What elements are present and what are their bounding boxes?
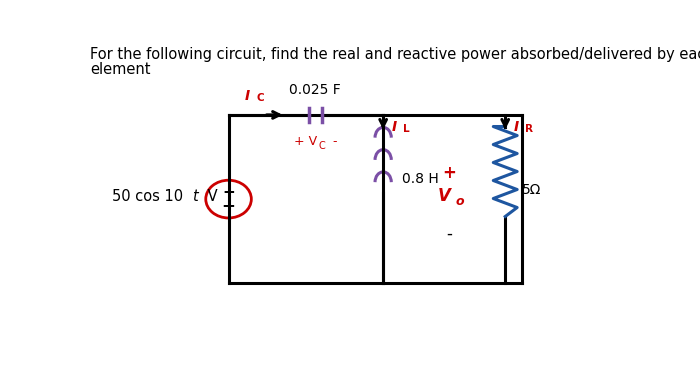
Text: +: + xyxy=(222,185,235,200)
Text: 0.025 F: 0.025 F xyxy=(290,83,341,97)
Text: For the following circuit, find the real and reactive power absorbed/delivered b: For the following circuit, find the real… xyxy=(90,47,700,62)
Text: L: L xyxy=(403,124,410,134)
Text: + V: + V xyxy=(294,135,317,147)
Text: element: element xyxy=(90,62,150,77)
Text: I: I xyxy=(513,120,519,133)
Text: C: C xyxy=(318,141,325,151)
Text: V: V xyxy=(203,189,218,204)
Text: -: - xyxy=(329,135,337,147)
Text: t: t xyxy=(193,189,198,204)
Text: 0.8 H: 0.8 H xyxy=(402,172,439,186)
Text: C: C xyxy=(257,93,265,103)
Text: 50 cos 10: 50 cos 10 xyxy=(112,189,183,204)
Text: V: V xyxy=(438,187,451,205)
Text: 5Ω: 5Ω xyxy=(522,183,541,198)
Text: R: R xyxy=(525,124,533,134)
Text: −: − xyxy=(222,196,235,215)
Text: o: o xyxy=(455,195,463,208)
Text: -: - xyxy=(447,225,453,243)
Text: +: + xyxy=(442,164,456,182)
Text: I: I xyxy=(245,89,250,103)
Text: I: I xyxy=(391,120,396,133)
